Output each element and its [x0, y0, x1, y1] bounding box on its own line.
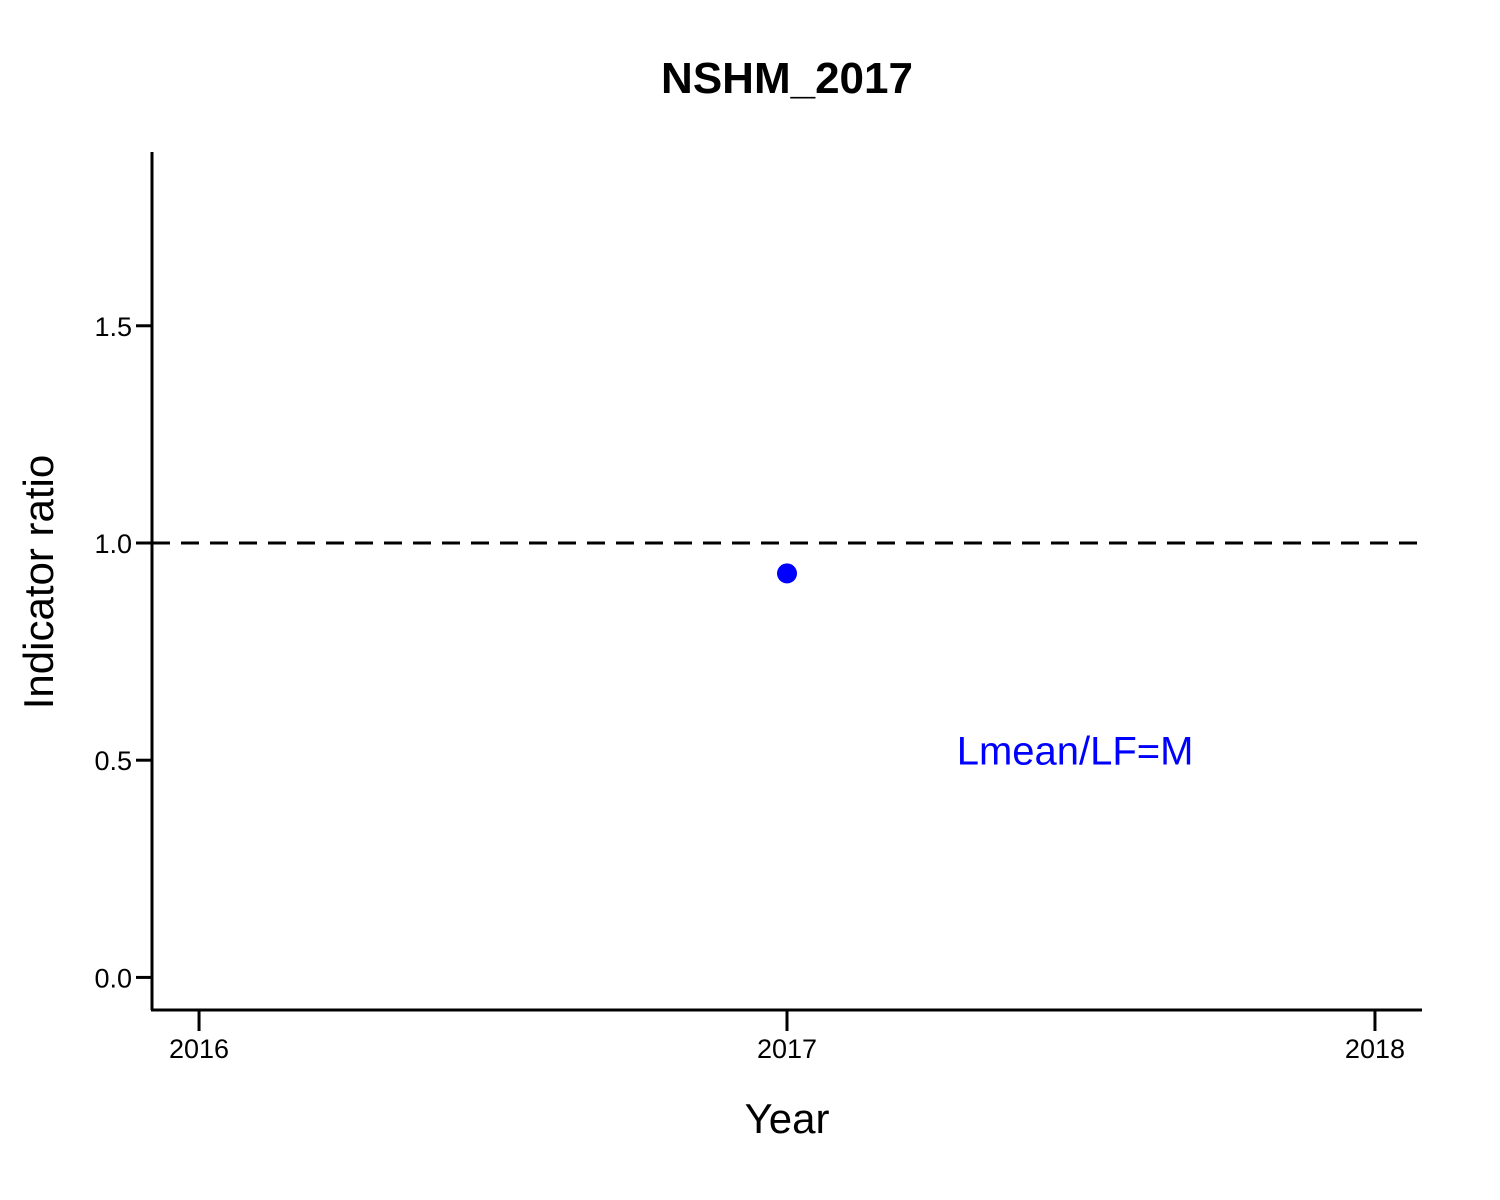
y-tick-label: 1.0 — [94, 529, 132, 559]
x-axis-label: Year — [745, 1095, 830, 1142]
y-tick-label: 0.0 — [94, 963, 132, 993]
series-annotation: Lmean/LF=M — [957, 730, 1194, 774]
y-axis-label: Indicator ratio — [15, 455, 62, 709]
x-tick-label: 2018 — [1345, 1034, 1405, 1064]
points-layer — [777, 563, 797, 584]
ticks-layer: 0.0 0.5 1.0 1.5 2016 2017 2018 — [94, 312, 1405, 1064]
x-tick-label: 2017 — [757, 1034, 817, 1064]
y-tick-label: 1.5 — [94, 312, 132, 342]
data-point — [777, 563, 797, 584]
chart-title: NSHM_2017 — [661, 54, 913, 103]
y-tick-label: 0.5 — [94, 746, 132, 776]
x-tick-label: 2016 — [169, 1034, 229, 1064]
